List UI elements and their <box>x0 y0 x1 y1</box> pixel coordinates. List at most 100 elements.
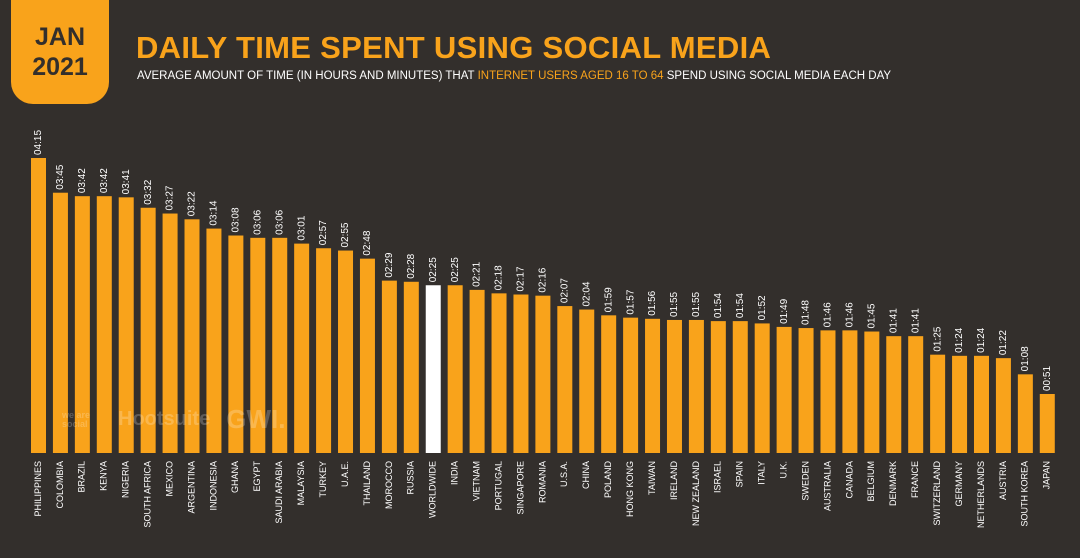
bar-belgium <box>864 331 880 453</box>
bar-canada <box>842 330 858 453</box>
category-label-new-zealand: NEW ZEALAND <box>691 461 701 527</box>
value-label-taiwan: 01:56 <box>647 290 658 315</box>
value-label-morocco: 02:29 <box>384 252 395 277</box>
chart-subtitle: AVERAGE AMOUNT OF TIME (IN HOURS AND MIN… <box>137 70 891 82</box>
category-label-colombia: COLOMBIA <box>55 461 65 509</box>
category-label-argentina: ARGENTINA <box>186 461 196 514</box>
value-label-egypt: 03:06 <box>252 209 263 234</box>
category-label-italy: ITALY <box>757 461 767 485</box>
chart-title: DAILY TIME SPENT USING SOCIAL MEDIA <box>136 30 772 65</box>
badge-month: JAN <box>34 23 85 51</box>
bar-thailand <box>359 258 375 453</box>
category-label-u-s-a: U.S.A. <box>559 461 569 487</box>
category-label-morocco: MOROCCO <box>384 461 394 509</box>
subtitle-post: SPEND USING SOCIAL MEDIA EACH DAY <box>663 70 892 82</box>
category-label-ireland: IRELAND <box>669 461 679 501</box>
bar-vietnam <box>469 289 485 453</box>
category-label-china: CHINA <box>581 461 591 489</box>
value-label-canada: 01:46 <box>845 302 856 327</box>
value-label-portugal: 02:18 <box>494 265 505 290</box>
bar-ghana <box>228 235 244 453</box>
value-label-thailand: 02:48 <box>362 230 373 255</box>
category-label-poland: POLAND <box>603 461 613 499</box>
category-label-u-k: U.K. <box>778 461 788 479</box>
category-label-worldwide: WORLDWIDE <box>428 461 438 518</box>
category-label-romania: ROMANIA <box>537 461 547 503</box>
value-label-hong-kong: 01:57 <box>625 289 636 314</box>
value-label-india: 02:25 <box>450 257 461 282</box>
category-label-indonesia: INDONESIA <box>208 461 218 511</box>
bar-austria <box>995 358 1011 453</box>
bar-egypt <box>250 237 266 453</box>
bar-netherlands <box>973 355 989 453</box>
bar-saudi-arabia <box>272 237 288 453</box>
bar-colombia <box>52 192 68 453</box>
value-label-indonesia: 03:14 <box>209 200 220 225</box>
bar-indonesia <box>206 228 222 453</box>
value-label-poland: 01:59 <box>603 287 614 312</box>
value-label-netherlands: 01:24 <box>976 327 987 352</box>
value-label-u-k: 01:49 <box>779 298 790 323</box>
category-label-austria: AUSTRIA <box>998 461 1008 500</box>
category-label-egypt: EGYPT <box>252 461 262 492</box>
bar-spain <box>732 321 748 453</box>
category-label-philippines: PHILIPPINES <box>33 461 43 517</box>
bar-germany <box>952 355 968 453</box>
bar-sweden <box>798 328 814 453</box>
value-label-japan: 00:51 <box>1042 366 1053 391</box>
bar-mexico <box>162 213 178 453</box>
value-label-argentina: 03:22 <box>187 191 198 216</box>
category-label-south-africa: SOUTH AFRICA <box>143 461 153 528</box>
bar-china <box>579 309 595 453</box>
value-label-switzerland: 01:25 <box>932 326 943 351</box>
category-label-thailand: THAILAND <box>362 461 372 506</box>
value-label-austria: 01:22 <box>998 330 1009 355</box>
bar-u-k <box>776 326 792 453</box>
value-label-malaysia: 03:01 <box>296 215 307 240</box>
bar-u-a-e <box>338 250 354 453</box>
category-label-hong-kong: HONG KONG <box>625 461 635 517</box>
value-label-sweden: 01:48 <box>801 300 812 325</box>
value-label-south-korea: 01:08 <box>1020 346 1031 371</box>
value-label-new-zealand: 01:55 <box>691 291 702 316</box>
value-label-philippines: 04:15 <box>33 130 44 155</box>
category-label-france: FRANCE <box>910 461 920 498</box>
category-label-saudi-arabia: SAUDI ARABIA <box>274 461 284 524</box>
bar-switzerland <box>930 354 946 453</box>
value-label-brazil: 03:42 <box>77 168 88 193</box>
bar-worldwide <box>425 285 441 453</box>
bar-australia <box>820 330 836 453</box>
bar-nigeria <box>118 197 134 453</box>
bar-malaysia <box>294 243 310 453</box>
bar-argentina <box>184 219 200 453</box>
value-label-singapore: 02:17 <box>516 266 527 291</box>
value-label-south-africa: 03:32 <box>143 179 154 204</box>
category-label-brazil: BRAZIL <box>77 461 87 493</box>
value-label-worldwide: 02:25 <box>428 257 439 282</box>
bar-morocco <box>381 280 397 453</box>
category-label-portugal: PORTUGAL <box>493 461 503 510</box>
category-label-switzerland: SWITZERLAND <box>932 461 942 526</box>
value-label-u-a-e: 02:55 <box>340 222 351 247</box>
watermark: we are social Hootsuite GWI. <box>62 404 285 435</box>
value-label-italy: 01:52 <box>757 295 768 320</box>
category-label-malaysia: MALAYSIA <box>296 461 306 505</box>
category-label-russia: RUSSIA <box>406 461 416 495</box>
value-label-romania: 02:16 <box>538 267 549 292</box>
bar-israel <box>710 321 726 453</box>
category-label-south-korea: SOUTH KOREA <box>1020 461 1030 527</box>
bar-singapore <box>513 294 529 453</box>
category-label-u-a-e: U.A.E. <box>340 461 350 487</box>
category-label-japan: JAPAN <box>1042 461 1052 489</box>
bar-brazil <box>74 196 90 453</box>
bar-kenya <box>96 196 112 453</box>
value-label-saudi-arabia: 03:06 <box>274 209 285 234</box>
category-label-belgium: BELGIUM <box>866 461 876 502</box>
value-label-germany: 01:24 <box>954 327 965 352</box>
value-label-china: 02:04 <box>581 281 592 306</box>
value-label-belgium: 01:45 <box>866 303 877 328</box>
value-label-colombia: 03:45 <box>55 164 66 189</box>
bar-new-zealand <box>688 319 704 453</box>
category-label-ghana: GHANA <box>230 461 240 493</box>
